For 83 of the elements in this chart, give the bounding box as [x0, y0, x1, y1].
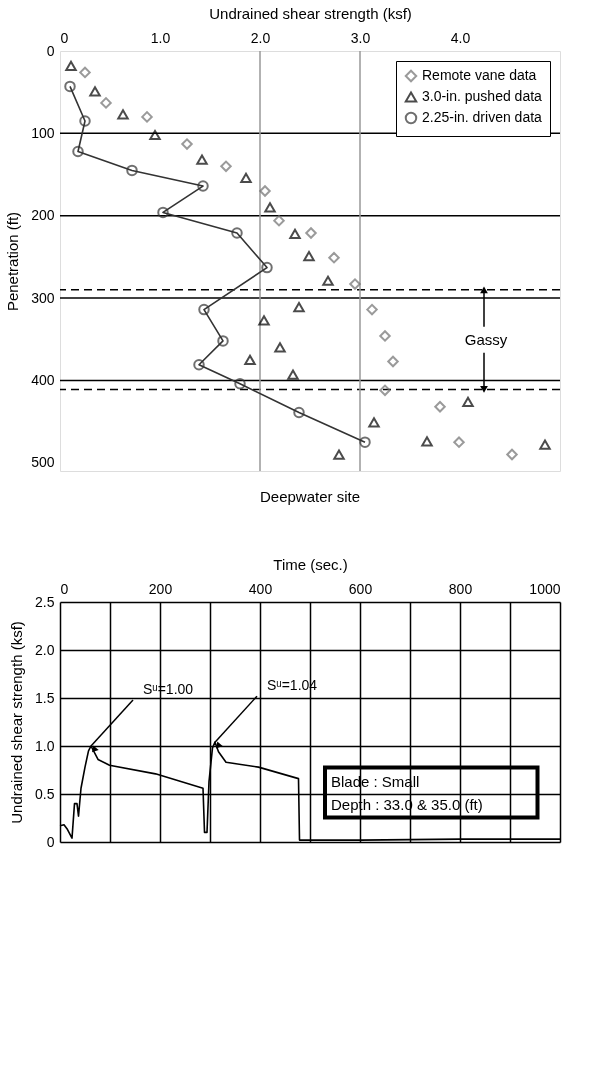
legend-label: 3.0-in. pushed data	[422, 88, 543, 104]
point	[117, 109, 129, 120]
point	[293, 302, 305, 313]
x-tick-label: 2.0	[250, 29, 271, 46]
y-tick-label: 2.5	[35, 593, 55, 610]
y-tick-label: 400	[31, 371, 55, 388]
point	[366, 303, 378, 316]
point	[220, 160, 232, 173]
x-axis-title: Time (sec.)	[273, 555, 348, 573]
y-tick-label: 300	[31, 289, 55, 306]
point	[305, 227, 317, 239]
point	[303, 250, 315, 262]
point	[264, 202, 276, 213]
point	[273, 214, 285, 227]
point	[368, 417, 380, 428]
point	[462, 396, 474, 407]
point	[89, 86, 101, 97]
x-tick-label: 0	[60, 29, 69, 46]
x-tick-label: 800	[448, 580, 473, 597]
legend-label: Remote vane data	[422, 67, 537, 83]
point	[193, 359, 205, 371]
x-tick-label: 0	[60, 580, 69, 597]
point	[244, 354, 256, 365]
point	[274, 342, 286, 353]
point	[539, 439, 551, 450]
point	[259, 185, 271, 197]
point	[349, 278, 361, 290]
point	[234, 377, 246, 390]
point	[506, 448, 518, 461]
point	[379, 330, 391, 342]
y-axis-title: Penetration (ft)	[4, 211, 22, 312]
point	[64, 80, 76, 93]
y-tick-label: 0	[46, 833, 55, 850]
text: Deepwater site	[259, 487, 361, 505]
point	[421, 436, 433, 447]
x-tick-label: 1000	[529, 580, 561, 597]
point	[149, 129, 161, 141]
point	[181, 138, 193, 150]
point	[322, 275, 334, 286]
x-tick-label: 4.0	[450, 29, 471, 46]
point	[100, 97, 112, 109]
annotation: Gassy	[464, 330, 508, 348]
point	[79, 115, 91, 127]
point	[72, 145, 84, 158]
y-axis-title: Undrained shear strength (ksf)	[8, 621, 26, 824]
point	[261, 261, 273, 274]
y-tick-label: 100	[31, 124, 55, 141]
y-tick-label: 500	[31, 454, 55, 471]
point	[328, 251, 340, 264]
y-tick-label: 1.5	[35, 689, 55, 706]
point	[289, 228, 301, 239]
point	[157, 206, 169, 219]
y-tick-label: 0	[46, 42, 55, 59]
point	[258, 315, 270, 326]
y-tick-label: 2.0	[35, 641, 55, 658]
x-tick-label: 3.0	[350, 29, 371, 46]
point	[197, 180, 209, 192]
point	[293, 406, 305, 419]
point	[79, 66, 91, 79]
x-tick-label: 200	[148, 580, 173, 597]
point	[141, 111, 153, 123]
point	[65, 60, 77, 71]
point	[434, 401, 446, 413]
point	[196, 154, 208, 165]
point	[126, 164, 138, 177]
point	[359, 436, 371, 448]
point	[198, 303, 210, 316]
point	[240, 172, 252, 183]
x-tick-label: 400	[248, 580, 273, 597]
point	[217, 335, 229, 347]
x-axis-title: Undrained shear strength (ksf)	[209, 4, 412, 22]
x-tick-label: 1.0	[150, 29, 171, 46]
point	[333, 449, 345, 460]
y-tick-label: 1.0	[35, 737, 55, 754]
point	[453, 436, 465, 448]
point	[287, 369, 299, 380]
legend-label: 2.25-in. driven data	[422, 109, 543, 125]
y-tick-label: 200	[31, 207, 55, 224]
point	[379, 384, 391, 397]
y-tick-label: 0.5	[35, 785, 55, 802]
point	[231, 227, 243, 239]
point	[387, 355, 399, 368]
x-tick-label: 600	[348, 580, 373, 597]
